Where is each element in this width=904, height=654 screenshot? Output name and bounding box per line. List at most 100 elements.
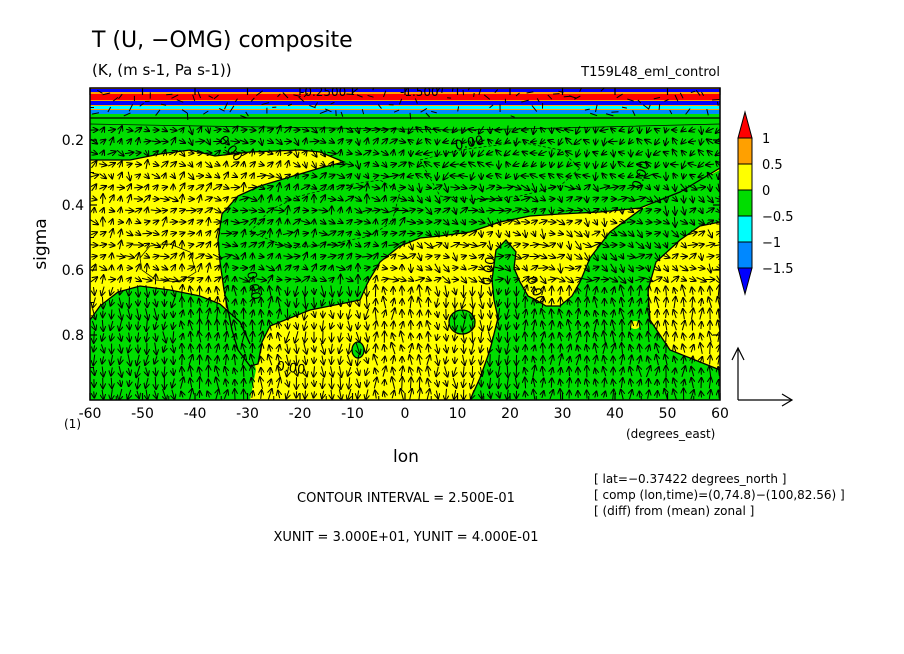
wind-vector	[199, 195, 201, 203]
wind-vector	[133, 199, 142, 200]
wind-vector	[171, 138, 175, 146]
wind-vector	[178, 140, 185, 143]
wind-vector	[100, 140, 105, 144]
wind-vector	[575, 138, 582, 144]
wind-vector	[251, 173, 254, 178]
wind-vector	[566, 176, 573, 177]
run-label: T159L48_eml_control	[580, 65, 720, 80]
wind-vector	[478, 140, 485, 143]
wind-vector	[708, 173, 713, 180]
x-tick-label-9: 30	[554, 406, 572, 422]
wind-vector	[529, 244, 538, 245]
wind-vector	[460, 187, 467, 189]
x-tick-label-7: 10	[449, 406, 467, 422]
wind-vector	[400, 128, 404, 131]
wind-vector	[144, 255, 149, 257]
wind-vector	[304, 138, 306, 145]
y-tick-label-2: 0.6	[62, 263, 84, 279]
wind-vector	[108, 129, 115, 130]
wind-vector	[261, 195, 262, 203]
wind-vector	[406, 254, 416, 260]
wind-vector	[602, 162, 607, 167]
wind-vector	[443, 172, 450, 180]
wind-vector	[204, 161, 212, 167]
wind-vector	[381, 130, 388, 131]
wind-vector	[278, 183, 280, 193]
wind-vector	[260, 137, 262, 145]
wind-vector	[419, 182, 421, 192]
wind-vector	[195, 141, 204, 142]
wind-vector	[586, 149, 587, 157]
wind-vector	[138, 321, 139, 329]
wind-vector	[110, 185, 113, 189]
wind-vector	[223, 129, 228, 132]
wind-vector	[567, 221, 572, 223]
wind-vector	[489, 240, 491, 250]
wind-vector	[321, 163, 325, 166]
wind-vector	[241, 173, 246, 180]
wind-vector	[388, 175, 398, 177]
wind-vector	[682, 160, 685, 169]
wind-vector	[232, 244, 237, 246]
wind-vector	[688, 163, 697, 165]
x-tick-label-2: -40	[184, 406, 207, 422]
wind-vector	[505, 255, 510, 258]
wind-vector	[300, 221, 310, 224]
wind-vector	[356, 232, 360, 235]
wind-vector	[666, 195, 667, 202]
wind-vector	[204, 208, 212, 213]
wind-vector	[258, 242, 264, 249]
wind-vector	[347, 152, 352, 154]
wind-vector	[584, 140, 590, 143]
wind-vector	[163, 173, 165, 178]
wind-vector	[224, 197, 228, 201]
wind-vector	[574, 198, 582, 201]
wind-vector	[402, 287, 403, 296]
wind-vectors	[90, 88, 720, 400]
wind-vector	[314, 220, 315, 225]
units-line: XUNIT = 3.000E+01, YUNIT = 4.000E-01	[274, 530, 539, 545]
x-tick-label-12: 60	[711, 406, 729, 422]
wind-vector	[416, 221, 423, 222]
wind-vector	[267, 162, 272, 166]
wind-vector	[481, 230, 482, 237]
wind-vector	[487, 255, 493, 257]
wind-vector	[479, 209, 484, 212]
wind-vector	[313, 229, 315, 238]
wind-vector	[162, 241, 166, 250]
wind-vector	[277, 126, 280, 135]
wind-vector	[586, 230, 588, 237]
wind-vector	[338, 254, 343, 259]
wind-vector	[111, 219, 113, 224]
field-top-band-blue-1	[90, 101, 720, 105]
wind-vector	[108, 245, 115, 246]
wind-vector	[444, 183, 447, 192]
x-tick-label-5: -10	[341, 406, 364, 422]
wind-vector	[250, 141, 255, 142]
wind-vector	[672, 243, 677, 247]
wind-vector	[168, 197, 178, 201]
wind-vector	[169, 254, 176, 260]
wind-vector	[683, 195, 684, 202]
wind-vector	[375, 299, 376, 306]
wind-vector	[679, 220, 687, 223]
wind-vector	[338, 198, 343, 201]
wind-vector	[665, 243, 667, 248]
wind-vector	[452, 220, 457, 224]
wind-vector	[206, 231, 210, 236]
wind-vector	[496, 198, 501, 200]
wind-vector	[397, 256, 406, 258]
wind-vector	[180, 149, 185, 156]
wind-vector	[178, 163, 185, 165]
wind-vector	[344, 197, 353, 202]
wind-vector	[637, 209, 642, 212]
info-line-1: [ lat=−0.37422 degrees_north ]	[594, 472, 786, 486]
wind-vector	[477, 198, 485, 199]
wind-vector	[619, 221, 624, 222]
wind-vector	[591, 232, 600, 236]
wind-vector	[213, 129, 221, 131]
wind-vector-top	[409, 112, 412, 120]
wind-vector	[574, 254, 581, 259]
wind-vector	[665, 137, 667, 146]
